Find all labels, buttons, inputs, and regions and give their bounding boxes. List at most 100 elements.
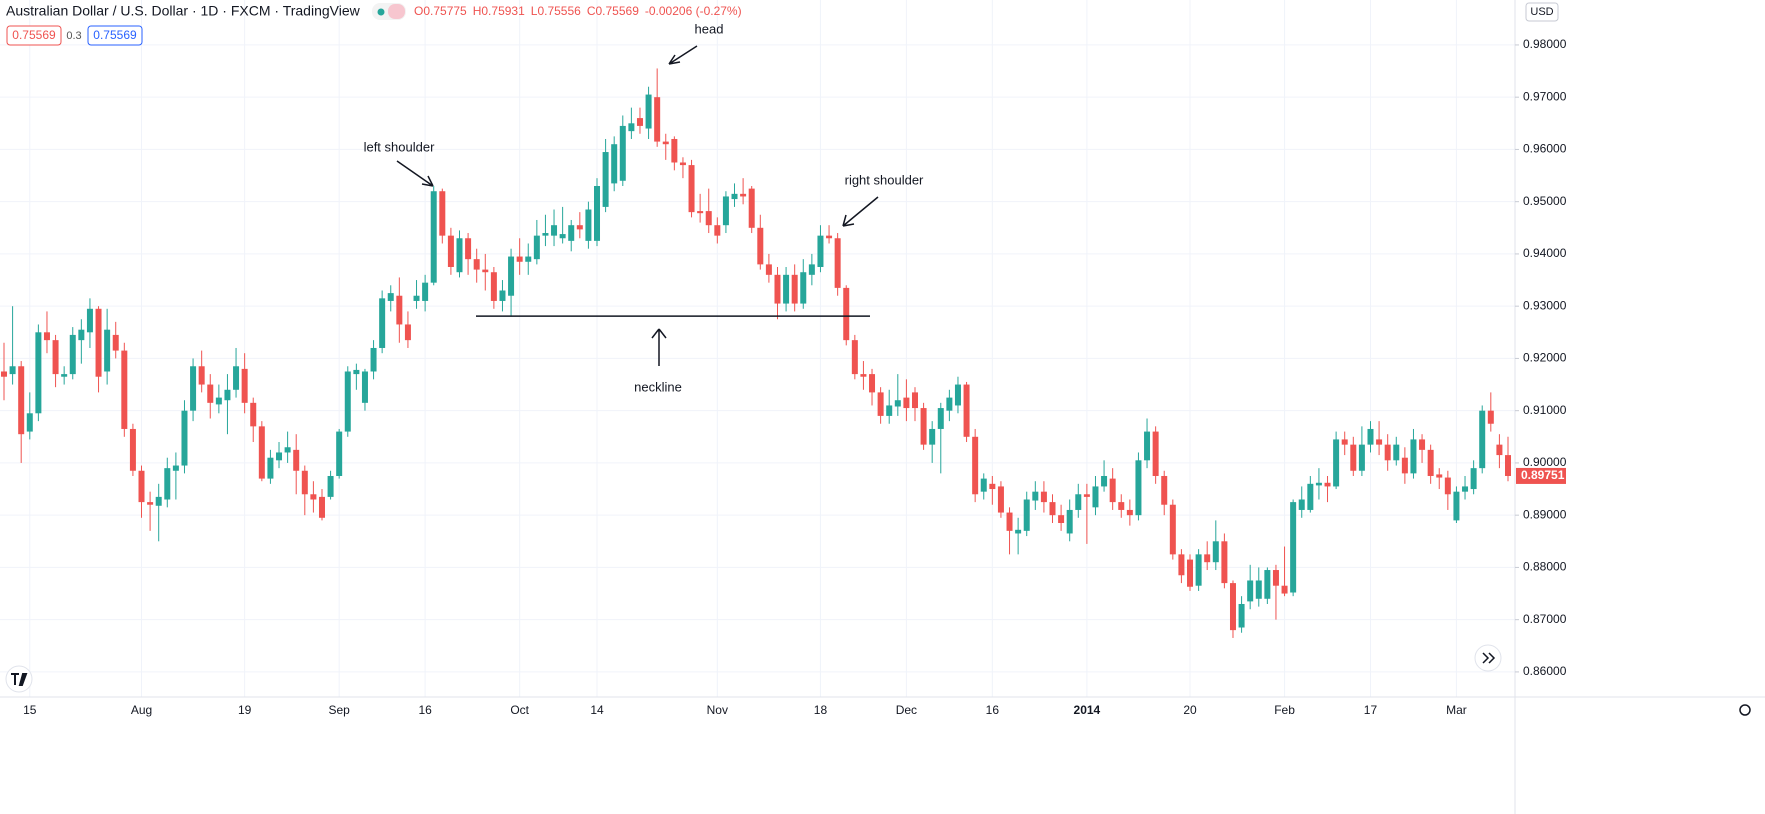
x-tick-label: 20 bbox=[1183, 703, 1197, 717]
buy-price[interactable]: 0.75569 bbox=[93, 28, 137, 42]
candle-body bbox=[1229, 583, 1236, 631]
candle-body bbox=[301, 470, 308, 495]
candle-body bbox=[1333, 439, 1340, 487]
candle-body bbox=[1135, 460, 1142, 516]
candle-body bbox=[1453, 491, 1460, 521]
candle-body bbox=[740, 193, 747, 197]
candle-body bbox=[318, 496, 325, 518]
candle-body bbox=[1023, 499, 1030, 531]
candle-body bbox=[336, 431, 343, 476]
candle-body bbox=[1470, 468, 1477, 490]
y-tick-label: 0.97000 bbox=[1523, 89, 1567, 103]
candle-body bbox=[963, 384, 970, 437]
candle-body bbox=[1367, 428, 1374, 445]
status-dot bbox=[377, 8, 385, 16]
candle-body bbox=[104, 329, 111, 372]
head-arrow bbox=[668, 45, 698, 65]
candle-body bbox=[654, 97, 661, 142]
candle-body bbox=[215, 397, 222, 405]
candle-body bbox=[9, 366, 16, 375]
candle-body bbox=[1358, 444, 1365, 471]
candle-body bbox=[679, 162, 686, 166]
candle-body bbox=[1341, 439, 1348, 445]
candle-body bbox=[954, 384, 961, 406]
candle-body bbox=[473, 259, 480, 270]
y-tick-label: 0.86000 bbox=[1523, 664, 1567, 678]
candle-body bbox=[1376, 439, 1383, 445]
candle-body bbox=[1212, 541, 1219, 563]
candle-body bbox=[1058, 515, 1065, 524]
ohlc-value: O0.75775 bbox=[414, 4, 467, 18]
candle-body bbox=[276, 452, 283, 461]
sell-price[interactable]: 0.75569 bbox=[12, 28, 56, 42]
candle-body bbox=[594, 186, 601, 241]
currency-button[interactable] bbox=[1525, 2, 1559, 22]
x-tick-label: Mar bbox=[1446, 703, 1467, 717]
candle-body bbox=[1204, 554, 1211, 563]
candle-body bbox=[697, 211, 704, 214]
candle-body bbox=[551, 225, 558, 236]
last-price-box bbox=[1516, 467, 1566, 484]
candle-body bbox=[344, 371, 351, 432]
candle-body bbox=[1384, 444, 1391, 461]
candle-body bbox=[705, 211, 712, 226]
candle-body bbox=[1401, 457, 1408, 474]
candle-body bbox=[26, 413, 33, 432]
currency[interactable]: USD bbox=[1530, 6, 1553, 18]
candle-body bbox=[1101, 475, 1108, 487]
candle-body bbox=[1247, 580, 1254, 602]
candles bbox=[1, 68, 1511, 638]
candle-body bbox=[877, 392, 884, 416]
candle-body bbox=[585, 209, 592, 241]
candle-body bbox=[1144, 431, 1151, 461]
candle-body bbox=[95, 308, 102, 377]
candle-body bbox=[155, 496, 162, 506]
ohlc-values: O0.75775 H0.75931 L0.75556 C0.75569 -0.00206… bbox=[414, 4, 742, 18]
candle-body bbox=[1496, 444, 1503, 456]
candle-body bbox=[1118, 502, 1125, 510]
candle-body bbox=[1393, 444, 1400, 461]
candle-body bbox=[774, 274, 781, 304]
symbol-title: Australian Dollar / U.S. Dollar · 1D · F… bbox=[6, 3, 361, 19]
candle-body bbox=[78, 329, 85, 341]
candle-body bbox=[1032, 491, 1039, 501]
candle-body bbox=[903, 397, 910, 409]
settings-icon[interactable] bbox=[1739, 704, 1751, 716]
ohlc-value: H0.75931 bbox=[473, 4, 525, 18]
y-tick-label: 0.91000 bbox=[1523, 403, 1567, 417]
candle-body bbox=[1505, 455, 1511, 476]
x-tick-label: 17 bbox=[1364, 703, 1378, 717]
candle-body bbox=[35, 332, 42, 414]
candle-body bbox=[1169, 504, 1176, 555]
ohlc-value: L0.75556 bbox=[531, 4, 581, 18]
candle-body bbox=[920, 408, 927, 445]
candle-body bbox=[112, 334, 119, 351]
candle-body bbox=[1195, 554, 1202, 586]
candle-body bbox=[207, 384, 214, 403]
candle-body bbox=[722, 196, 729, 226]
candle-body bbox=[645, 94, 652, 129]
candle-body bbox=[233, 366, 240, 390]
candle-body bbox=[997, 486, 1004, 513]
candle-body bbox=[404, 324, 411, 341]
x-tick-label: 18 bbox=[814, 703, 828, 717]
candle-body bbox=[834, 238, 841, 288]
candle-body bbox=[1350, 444, 1357, 471]
candle-body bbox=[851, 340, 858, 375]
candle-body bbox=[293, 449, 300, 471]
sell-button[interactable] bbox=[6, 25, 62, 46]
buy-button[interactable] bbox=[87, 25, 143, 46]
candle-body bbox=[1315, 482, 1322, 486]
candle-body bbox=[688, 165, 695, 213]
candle-body bbox=[1092, 486, 1099, 508]
x-tick-label: Feb bbox=[1274, 703, 1295, 717]
candle-body bbox=[636, 118, 643, 126]
candle-body bbox=[224, 389, 231, 401]
candle-body bbox=[1487, 410, 1494, 424]
y-tick-label: 0.95000 bbox=[1523, 194, 1567, 208]
last-price-label: 0.89751 bbox=[1521, 468, 1565, 482]
candle-body bbox=[1161, 475, 1168, 505]
candle-body bbox=[61, 374, 68, 377]
candle-body bbox=[568, 225, 575, 241]
